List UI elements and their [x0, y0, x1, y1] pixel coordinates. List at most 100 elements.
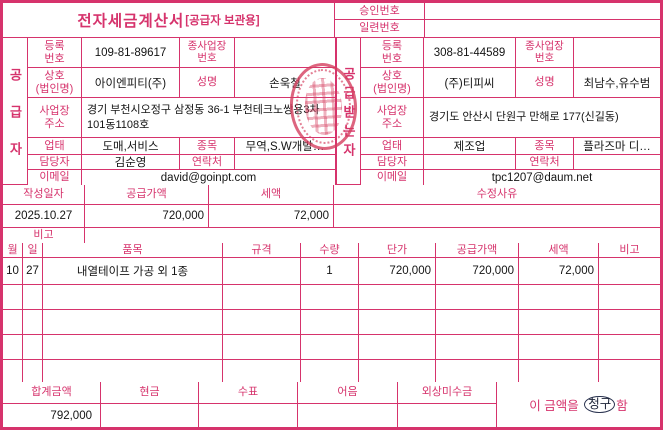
supplier-reg-no-label: 등록 번호 — [28, 38, 82, 68]
empty-cell — [223, 360, 301, 382]
revision-reason-value — [334, 205, 660, 228]
supplier-company-label: 상호 (법인명) — [28, 68, 82, 98]
buyer-email-value: tpc1207@daum.net — [491, 171, 593, 184]
empty-cell — [23, 360, 43, 382]
write-date-label: 작성일자 — [3, 185, 85, 205]
write-date-value: 2025.10.27 — [3, 205, 85, 228]
approval-number-value — [425, 3, 660, 20]
item-row-name: 내열테이프 가공 외 1종 — [43, 258, 223, 285]
totals-band: 합계금액 현금 수표 어음 외상미수금 이 금액을 청구 함 792,000 — [3, 382, 660, 427]
remark-value — [85, 228, 660, 243]
statement-cell: 이 금액을 청구 함 — [497, 382, 660, 427]
approval-number-label: 승인번호 — [335, 3, 425, 20]
empty-cell — [359, 360, 436, 382]
receivable-label: 외상미수금 — [398, 382, 497, 404]
buyer-manager-label: 담당자 — [361, 155, 424, 170]
item-row-note — [599, 258, 660, 285]
empty-cell — [599, 360, 660, 382]
buyer-address-value: 경기도 안산시 단원구 만해로 177(신길동) — [424, 98, 660, 138]
supplier-contact-label: 연락처 — [180, 155, 235, 170]
empty-cell — [223, 285, 301, 310]
revision-reason-label: 수정사유 — [334, 185, 660, 205]
supplier-name-value: 손욱철 — [235, 68, 335, 98]
supplier-side-label: 공급자 — [3, 38, 28, 185]
supplier-email-label: 이메일 — [28, 170, 82, 185]
buyer-item-value: 플라즈마 디… — [574, 138, 660, 155]
party-band: 공급자 등록 번호 109-81-89617 종사업장 번호 상호 (법인명) … — [3, 38, 660, 185]
col-header-tax: 세액 — [519, 243, 599, 258]
empty-cell — [599, 335, 660, 360]
check-label: 수표 — [199, 382, 298, 404]
empty-cell — [436, 310, 519, 335]
col-header-month: 월 — [3, 243, 23, 258]
empty-cell — [3, 360, 23, 382]
summary-band: 작성일자 공급가액 세액 수정사유 2025.10.27 720,000 72,… — [3, 185, 660, 243]
buyer-reg-no-value: 308-81-44589 — [424, 38, 516, 68]
supplier-address-label: 사업장 주소 — [28, 98, 82, 138]
empty-cell — [23, 335, 43, 360]
item-row-unit-price: 720,000 — [359, 258, 436, 285]
item-row-day: 27 — [23, 258, 43, 285]
empty-cell — [359, 335, 436, 360]
cash-label: 현금 — [101, 382, 199, 404]
total-amount-label: 합계금액 — [3, 382, 101, 404]
buyer-company-label: 상호 (법인명) — [361, 68, 424, 98]
buyer-name-label: 성명 — [516, 68, 574, 98]
empty-cell — [599, 285, 660, 310]
empty-cell — [519, 310, 599, 335]
supplier-address-value: 경기 부천시오정구 삼정동 36-1 부천테크노쌍용3차 101동1108호 — [82, 98, 335, 138]
buyer-block: 공급받는자 등록 번호 308-81-44589 종사업장 번호 상호 (법인명… — [335, 38, 660, 185]
supplier-email-value: david@goinpt.com — [160, 171, 257, 184]
statement-marked-word: 청구 — [584, 395, 616, 414]
empty-cell — [519, 285, 599, 310]
buyer-name-value: 최남수,유수범 — [574, 68, 660, 98]
cash-value — [101, 404, 199, 427]
empty-cell — [301, 335, 359, 360]
item-row-qty: 1 — [301, 258, 359, 285]
buyer-biz-type-value: 제조업 — [424, 138, 516, 155]
buyer-biz-type-label: 업태 — [361, 138, 424, 155]
statement-suffix: 함 — [616, 399, 628, 413]
supplier-item-label: 종목 — [180, 138, 235, 155]
buyer-side-label: 공급받는자 — [337, 38, 361, 185]
empty-cell — [436, 360, 519, 382]
supplier-contact-value — [235, 155, 335, 170]
empty-cell — [223, 310, 301, 335]
buyer-contact-label: 연락처 — [516, 155, 574, 170]
total-amount-value: 792,000 — [3, 404, 101, 427]
supplier-block: 공급자 등록 번호 109-81-89617 종사업장 번호 상호 (법인명) … — [3, 38, 335, 185]
item-row-supply: 720,000 — [436, 258, 519, 285]
promissory-note-label: 어음 — [298, 382, 398, 404]
items-table: 월 일 품목 규격 수량 단가 공급가액 세액 비고 10 27 내열테이프 가… — [3, 243, 660, 382]
approval-serial-block: 승인번호 일련번호 — [335, 3, 660, 38]
col-header-note: 비고 — [599, 243, 660, 258]
empty-cell — [301, 360, 359, 382]
supplier-biz-type-value: 도매,서비스 — [82, 138, 180, 155]
empty-cell — [43, 285, 223, 310]
item-row-month: 10 — [3, 258, 23, 285]
empty-cell — [43, 310, 223, 335]
statement-prefix: 이 금액을 — [529, 399, 579, 413]
item-row-tax: 72,000 — [519, 258, 599, 285]
col-header-supply: 공급가액 — [436, 243, 519, 258]
buyer-sub-biz-label: 종사업장 번호 — [516, 38, 574, 68]
supplier-company-value: 아이엔피티(주) — [82, 68, 180, 98]
supplier-reg-no-value: 109-81-89617 — [82, 38, 180, 68]
buyer-address-label: 사업장 주소 — [361, 98, 424, 138]
buyer-contact-value — [574, 155, 660, 170]
invoice-title-main: 전자세금계산서 — [77, 13, 185, 30]
empty-cell — [23, 285, 43, 310]
col-header-unit-price: 단가 — [359, 243, 436, 258]
serial-number-value — [425, 20, 660, 38]
supplier-item-value: 무역,S.W개발… — [235, 138, 335, 155]
empty-cell — [301, 310, 359, 335]
promissory-note-value — [298, 404, 398, 427]
col-header-day: 일 — [23, 243, 43, 258]
empty-cell — [359, 285, 436, 310]
supply-amount-value: 720,000 — [85, 205, 209, 228]
empty-cell — [599, 310, 660, 335]
item-row-spec — [223, 258, 301, 285]
supplier-name-label: 성명 — [180, 68, 235, 98]
buyer-sub-biz-value — [574, 38, 660, 68]
empty-cell — [301, 285, 359, 310]
